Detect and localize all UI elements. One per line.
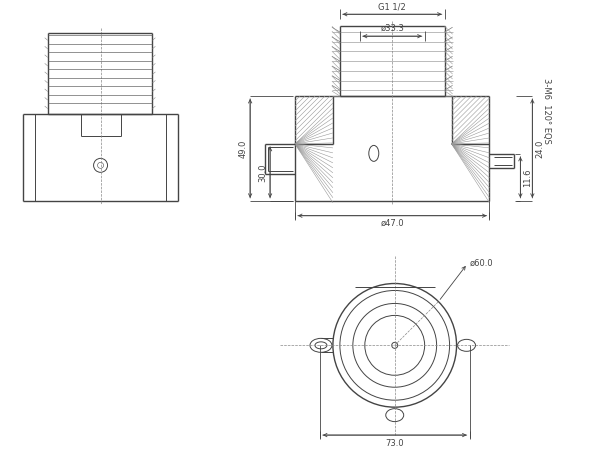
Text: 49.0: 49.0 (238, 139, 247, 158)
Text: ø47.0: ø47.0 (380, 219, 404, 228)
Text: 24.0: 24.0 (535, 139, 544, 158)
Text: ø33.3: ø33.3 (380, 24, 404, 33)
Text: 30.0: 30.0 (258, 163, 267, 182)
Text: 73.0: 73.0 (385, 439, 404, 448)
Text: 11.6: 11.6 (523, 168, 532, 186)
Text: 3-M6  120° EQS: 3-M6 120° EQS (542, 78, 551, 144)
Text: G1 1/2: G1 1/2 (379, 2, 406, 11)
Text: ø60.0: ø60.0 (470, 259, 493, 268)
